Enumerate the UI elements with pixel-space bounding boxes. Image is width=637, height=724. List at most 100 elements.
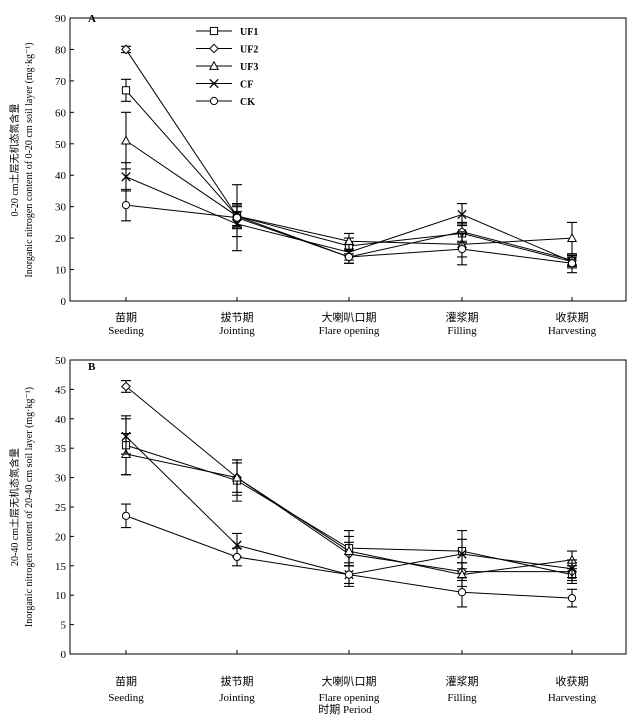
panel-a-plot-frame bbox=[69, 17, 627, 302]
panel-a-y-axis-label: 0-20 cm土层无机态氮含量 Inorganic nitrogen conte… bbox=[8, 42, 35, 277]
legend-label: CK bbox=[240, 97, 255, 108]
y-tick-label: 5 bbox=[61, 620, 67, 632]
panel-b: B 0 5 10 15 20 25 30 35 40 45 50 苗期 Seeding 拔节期 Joint… bbox=[8, 355, 627, 704]
y-tick-label: 20 bbox=[55, 233, 67, 245]
y-tick-label: 50 bbox=[55, 139, 67, 151]
legend-marker bbox=[209, 43, 219, 54]
data-point bbox=[344, 570, 354, 579]
legend-label: CF bbox=[240, 80, 253, 91]
panel-a-ylabel-cn: 0-20 cm土层无机态氮含量 bbox=[8, 103, 21, 216]
series-line bbox=[125, 140, 573, 245]
data-point bbox=[343, 545, 355, 555]
panel-a-label: A bbox=[88, 13, 96, 25]
x-category-en: Jointing bbox=[219, 325, 255, 337]
x-category-cn: 拔节期 bbox=[221, 674, 254, 688]
x-category-cn: 拔节期 bbox=[221, 310, 254, 324]
data-point bbox=[121, 44, 131, 55]
legend-item-cf: CF bbox=[196, 78, 253, 91]
panel-a-y-ticks: 0 10 20 30 40 50 60 70 80 90 bbox=[55, 13, 74, 308]
y-tick-label: 45 bbox=[55, 384, 67, 396]
panel-b-series bbox=[120, 380, 578, 608]
data-point bbox=[121, 431, 131, 442]
y-tick-label: 90 bbox=[55, 13, 67, 25]
data-point bbox=[232, 213, 242, 222]
x-category-cn: 苗期 bbox=[115, 675, 137, 688]
y-tick-label: 40 bbox=[55, 414, 67, 426]
y-tick-label: 0 bbox=[61, 649, 67, 661]
legend-marker bbox=[209, 26, 219, 36]
legend-label: UF1 bbox=[240, 27, 258, 38]
data-point bbox=[457, 245, 467, 254]
data-point bbox=[567, 594, 577, 603]
x-category-cn: 灌浆期 bbox=[446, 674, 479, 688]
x-category-en: Harvesting bbox=[548, 325, 597, 337]
data-point bbox=[457, 209, 467, 220]
series-ck bbox=[121, 503, 577, 608]
y-tick-label: 35 bbox=[55, 443, 67, 455]
x-category-en: Filling bbox=[447, 692, 477, 704]
data-point bbox=[121, 381, 131, 392]
panel-b-ylabel-cn: 20-40 cm土层无机态氮含量 bbox=[8, 448, 21, 566]
y-tick-label: 40 bbox=[55, 170, 67, 182]
data-point bbox=[567, 564, 577, 574]
legend-item-uf2: UF2 bbox=[196, 43, 258, 56]
legend-marker bbox=[209, 78, 219, 89]
x-category-cn: 收获期 bbox=[556, 674, 589, 688]
y-tick-label: 80 bbox=[55, 44, 67, 56]
x-category-cn: 收获期 bbox=[556, 310, 589, 324]
x-category-cn: 大喇叭口期 bbox=[322, 674, 377, 688]
y-tick-label: 15 bbox=[55, 561, 67, 573]
y-tick-label: 30 bbox=[55, 202, 67, 214]
legend-item-ck: CK bbox=[196, 96, 255, 108]
y-tick-label: 20 bbox=[55, 531, 67, 543]
y-tick-label: 10 bbox=[55, 265, 67, 277]
panel-b-plot-frame bbox=[69, 359, 627, 655]
series-uf2 bbox=[121, 44, 577, 266]
x-category-cn: 苗期 bbox=[115, 311, 137, 324]
y-tick-label: 50 bbox=[55, 355, 67, 367]
legend-item-uf1: UF1 bbox=[196, 26, 258, 38]
x-category-en: Harvesting bbox=[548, 692, 597, 704]
data-point bbox=[120, 135, 132, 145]
legend-label: UF3 bbox=[240, 62, 258, 73]
data-point bbox=[231, 472, 243, 482]
panel-a-ylabel-en: Inorganic nitrogen content of 0-20 cm so… bbox=[24, 42, 35, 277]
panel-b-ylabel-en: Inorganic nitrogen content of 20-40 cm s… bbox=[24, 387, 35, 627]
panel-b-label: B bbox=[88, 361, 96, 373]
x-category-en: Jointing bbox=[219, 692, 255, 704]
panel-b-x-categories: 苗期 Seeding 拔节期 Jointing 大喇叭口期 Flare opening 灌浆… bbox=[108, 650, 597, 704]
y-tick-label: 0 bbox=[61, 296, 67, 308]
data-point bbox=[567, 259, 577, 268]
data-point bbox=[121, 200, 131, 210]
y-tick-label: 10 bbox=[55, 590, 67, 602]
y-tick-label: 25 bbox=[55, 502, 67, 514]
data-point bbox=[457, 549, 467, 559]
legend-marker bbox=[208, 60, 220, 70]
panel-b-y-axis-label: 20-40 cm土层无机态氮含量 Inorganic nitrogen cont… bbox=[8, 387, 35, 627]
legend-label: UF2 bbox=[240, 45, 258, 56]
x-category-en: Flare opening bbox=[319, 692, 380, 704]
series-ck bbox=[121, 184, 577, 274]
data-point bbox=[232, 552, 242, 562]
y-tick-label: 30 bbox=[55, 473, 67, 485]
legend-item-uf3: UF3 bbox=[196, 60, 258, 73]
x-axis-title: 时期 Period bbox=[318, 703, 372, 716]
legend-marker bbox=[209, 96, 219, 106]
data-point bbox=[457, 588, 467, 597]
data-point bbox=[121, 86, 131, 95]
x-category-cn: 大喇叭口期 bbox=[322, 310, 377, 324]
x-category-cn: 灌浆期 bbox=[446, 310, 479, 324]
x-category-en: Seeding bbox=[108, 325, 144, 337]
data-point bbox=[566, 232, 578, 242]
x-category-en: Flare opening bbox=[319, 325, 380, 337]
y-tick-label: 60 bbox=[55, 107, 67, 119]
panel-b-y-ticks: 0 5 10 15 20 25 30 35 40 45 50 bbox=[55, 355, 74, 661]
data-point bbox=[121, 511, 131, 520]
data-point bbox=[121, 172, 131, 182]
x-category-en: Filling bbox=[447, 325, 477, 337]
panel-a-legend: UF1 UF2 UF3 CF CK bbox=[196, 26, 258, 108]
y-tick-label: 70 bbox=[55, 76, 67, 88]
